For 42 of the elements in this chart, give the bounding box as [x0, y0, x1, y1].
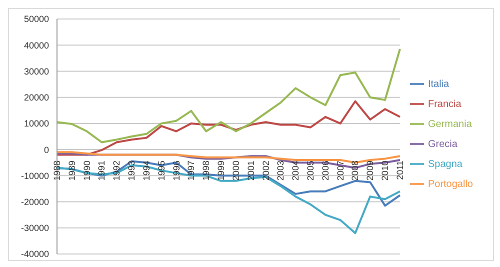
legend-label: Grecia: [428, 138, 458, 150]
x-tick-label: 1990: [82, 160, 92, 181]
x-tick-label: 1993: [126, 160, 137, 181]
x-tick-label: 2003: [276, 160, 286, 181]
legend-label: Italia: [428, 78, 450, 90]
y-tick-label: -30000: [20, 223, 49, 234]
line-series: [56, 100, 401, 156]
y-tick-label: 10000: [24, 118, 49, 129]
legend-label: Portogallo: [428, 178, 473, 190]
legend-label: Spagna: [428, 158, 462, 170]
y-tick-label: -10000: [20, 170, 49, 181]
x-tick-label: 2000: [230, 160, 241, 181]
x-tick-label: 1994: [141, 160, 152, 181]
y-tick-label: 40000: [24, 40, 49, 50]
y-tick-label: 30000: [24, 66, 49, 76]
x-tick-label: 1998: [201, 160, 212, 181]
x-tick-label: 1996: [171, 160, 182, 181]
x-tick-label: 2005: [306, 160, 316, 181]
x-tick-label: 1995: [156, 160, 166, 181]
x-tick-label: 1992: [112, 160, 122, 181]
x-tick-label: 2009: [365, 160, 376, 181]
legend-label: Francia: [428, 98, 462, 110]
x-tick-label: 2011: [394, 160, 405, 180]
x-tick-label: 2008: [350, 160, 360, 181]
y-tick-label: -40000: [20, 249, 49, 260]
x-tick-label: 2004: [290, 160, 301, 181]
y-tick-label: 20000: [24, 92, 49, 103]
legend-label: Germania: [428, 118, 472, 130]
x-tick-label: 2010: [380, 160, 390, 181]
y-tick-label: -20000: [20, 196, 49, 207]
x-tick-label: 2007: [335, 160, 346, 181]
y-tick-label: 50000: [24, 14, 49, 24]
x-tick-label: 2001: [246, 160, 256, 181]
y-tick-label: 0: [44, 144, 49, 155]
x-tick-label: 1989: [66, 160, 77, 181]
x-tick-label: 2006: [320, 160, 330, 181]
x-tick-label: 1997: [186, 160, 196, 181]
x-tick-label: 1999: [216, 160, 226, 181]
x-tick-label: 2002: [260, 160, 271, 181]
x-tick-label: 1988: [52, 160, 62, 181]
line-series: [56, 48, 401, 144]
x-tick-label: 1991: [96, 160, 107, 181]
